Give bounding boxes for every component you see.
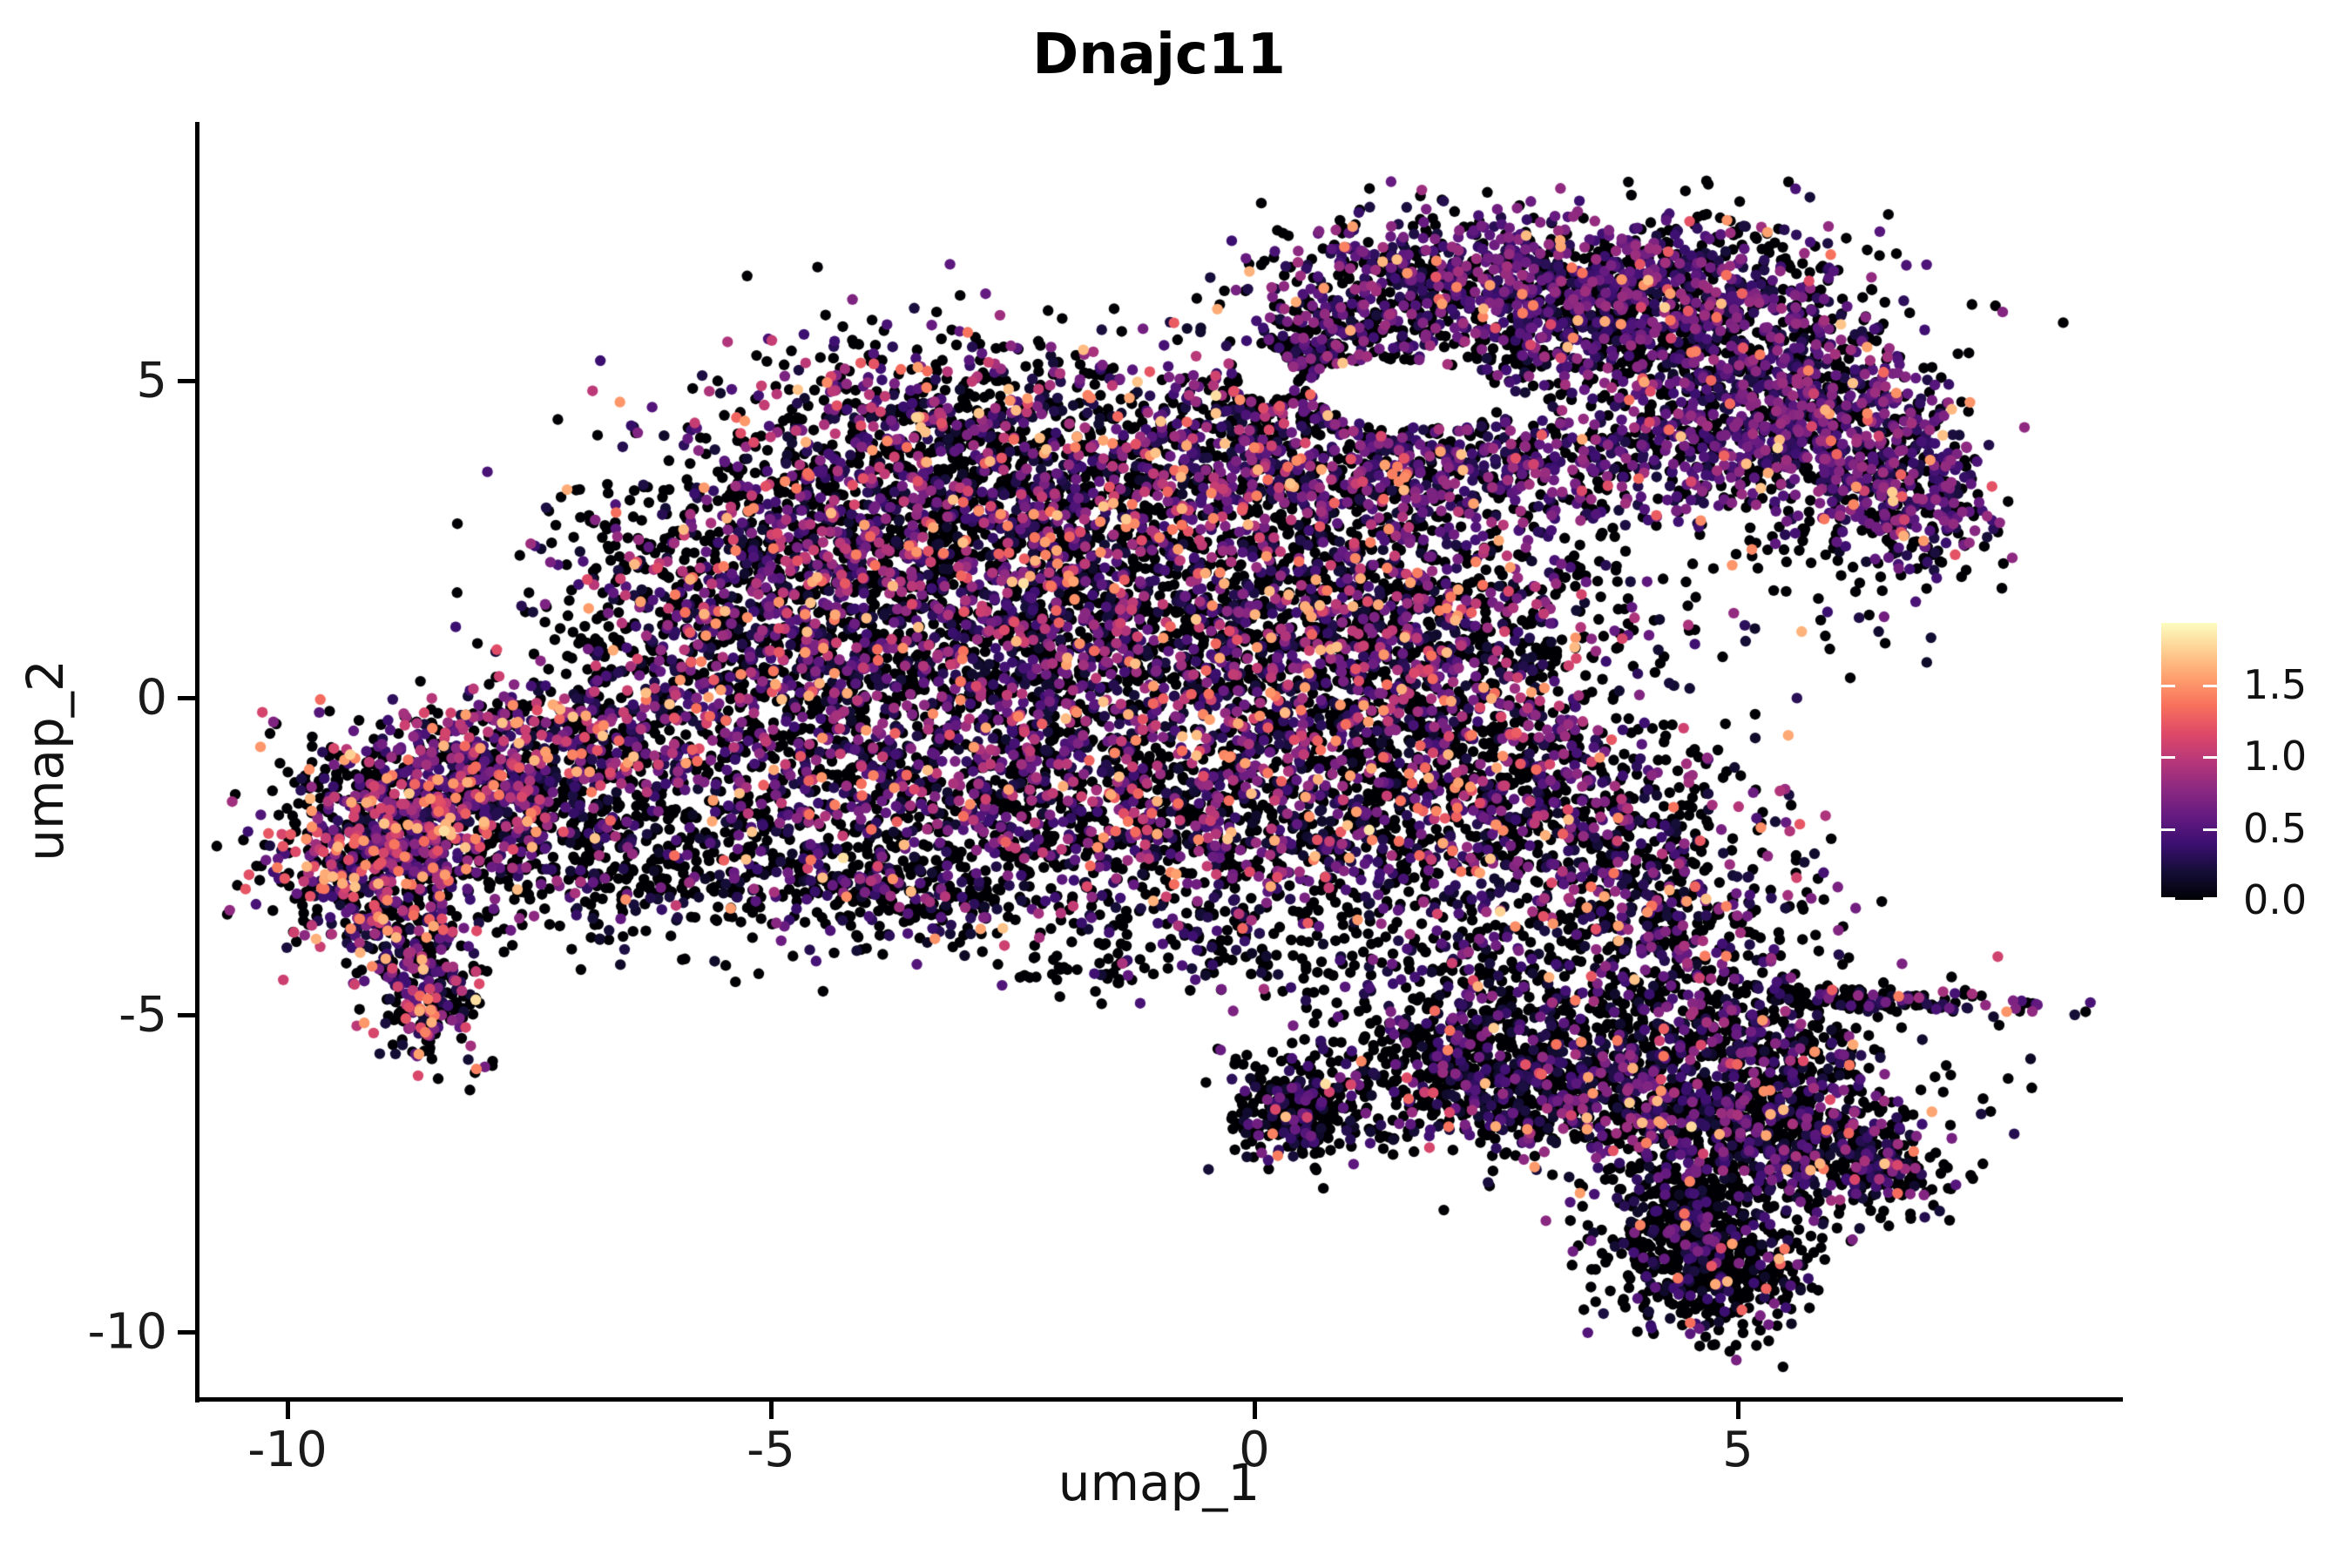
colorbar-tick-mark xyxy=(2203,684,2217,687)
x-axis-title: umap_1 xyxy=(1058,1453,1260,1512)
y-axis-line xyxy=(195,122,199,1402)
umap-scatter-canvas xyxy=(199,122,2119,1399)
x-tick-mark xyxy=(1736,1402,1740,1419)
x-tick-label: -10 xyxy=(247,1422,328,1478)
x-tick-mark xyxy=(286,1402,290,1419)
plot-title: Dnajc11 xyxy=(1032,23,1286,87)
colorbar-tick-mark xyxy=(2161,684,2175,687)
x-tick-mark xyxy=(769,1402,774,1419)
y-tick-mark xyxy=(178,1013,195,1017)
y-tick-label: -10 xyxy=(87,1303,167,1361)
x-tick-mark xyxy=(1253,1402,1257,1419)
colorbar-tick-mark xyxy=(2203,828,2217,831)
x-tick-label: -5 xyxy=(747,1422,795,1478)
colorbar-tick-label: 0.5 xyxy=(2243,804,2308,852)
y-tick-label: -5 xyxy=(118,986,167,1044)
x-axis-line xyxy=(195,1397,2123,1402)
y-tick-mark xyxy=(178,1330,195,1335)
y-axis-title: umap_2 xyxy=(16,659,75,862)
colorbar-tick-mark xyxy=(2161,897,2175,900)
y-tick-mark xyxy=(178,379,195,383)
colorbar-tick-mark xyxy=(2161,828,2175,831)
colorbar-gradient xyxy=(2161,623,2217,900)
x-tick-label: 0 xyxy=(1239,1422,1270,1478)
x-tick-label: 5 xyxy=(1722,1422,1754,1478)
y-tick-label: 5 xyxy=(136,352,167,409)
y-tick-mark xyxy=(178,696,195,700)
colorbar-tick-label: 1.5 xyxy=(2243,660,2308,708)
colorbar-tick-mark xyxy=(2203,897,2217,900)
colorbar-tick-mark xyxy=(2203,756,2217,760)
colorbar-tick-mark xyxy=(2161,756,2175,760)
colorbar-tick-label: 0.0 xyxy=(2243,876,2308,923)
y-tick-label: 0 xyxy=(136,669,167,727)
colorbar-tick-label: 1.0 xyxy=(2243,733,2308,781)
